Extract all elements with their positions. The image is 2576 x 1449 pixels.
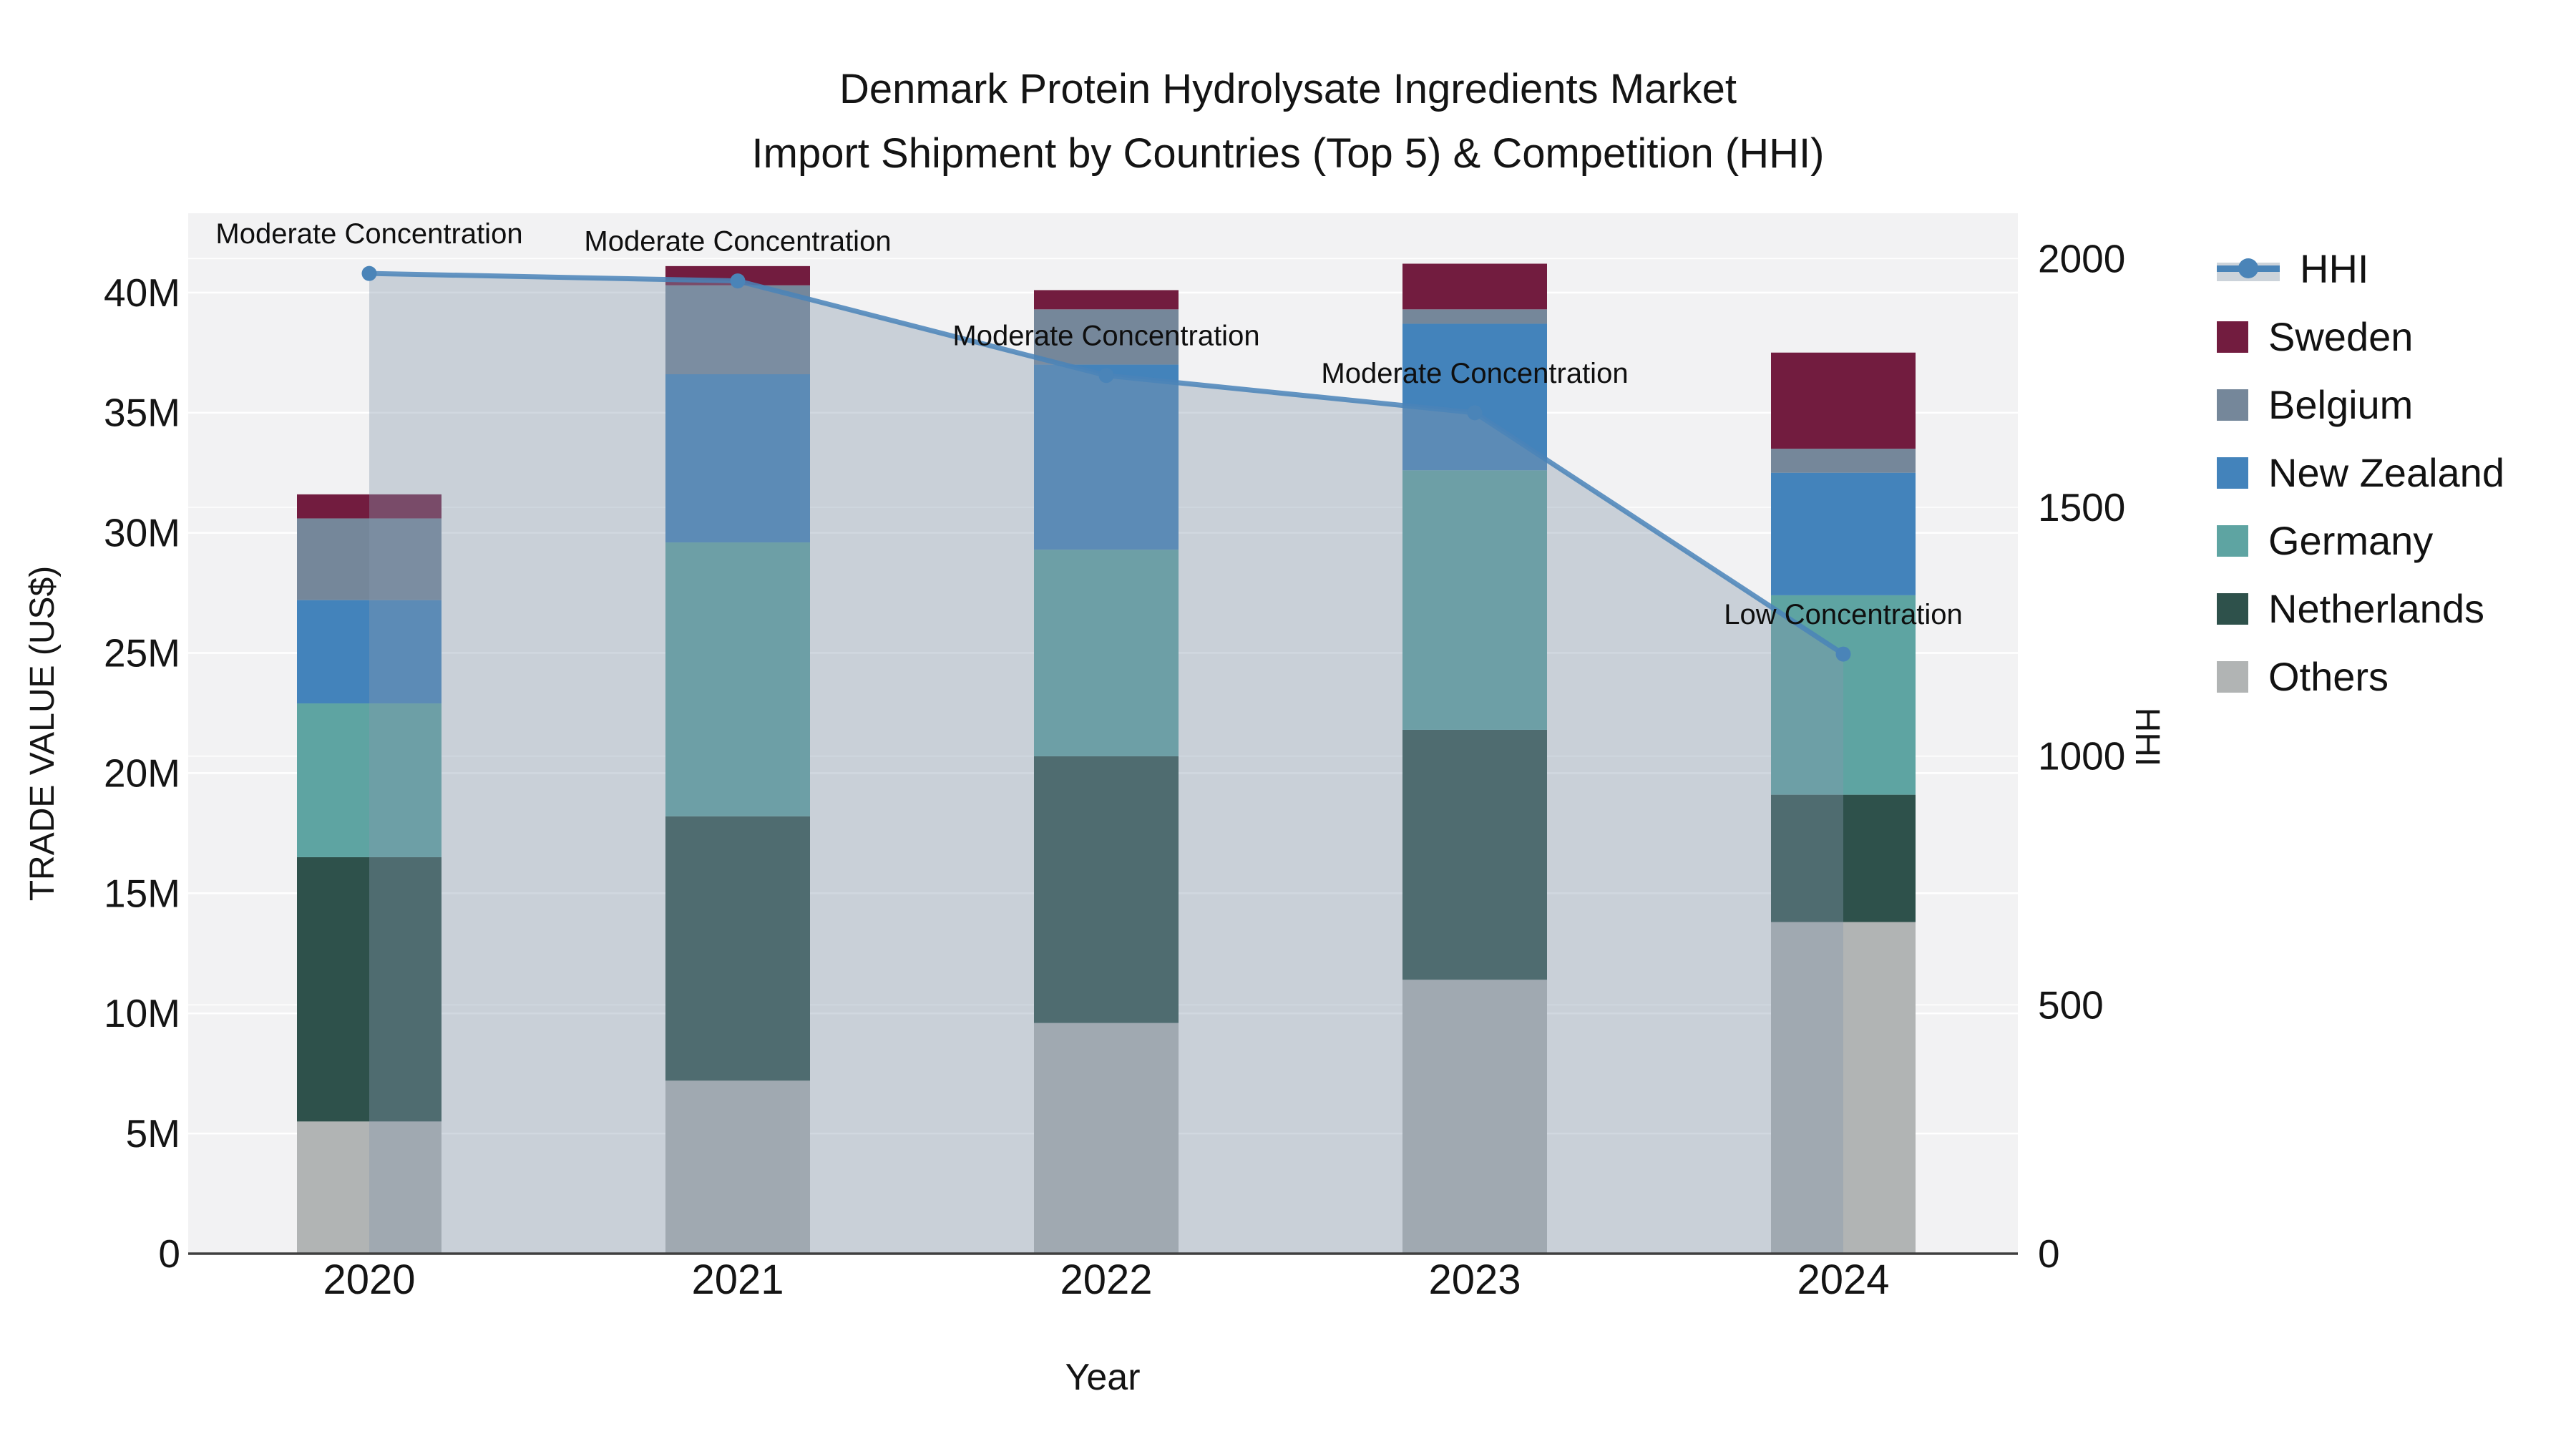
y-left-tick-25M: 25M xyxy=(104,631,180,675)
color-swatch-icon xyxy=(2217,592,2248,625)
bar-segment-2024-belgium[interactable] xyxy=(1771,449,1916,473)
x-tick-2020: 2020 xyxy=(323,1257,415,1303)
chart-title-line1: Denmark Protein Hydrolysate Ingredients … xyxy=(839,66,1737,112)
bar-segment-2020-new-zealand[interactable] xyxy=(297,600,441,704)
bar-segment-2021-netherlands[interactable] xyxy=(665,816,810,1081)
y-left-tick-30M: 30M xyxy=(104,511,180,555)
bar-segment-2020-netherlands[interactable] xyxy=(297,857,441,1122)
legend-item-hhi[interactable]: HHI xyxy=(2217,235,2504,303)
color-swatch-icon xyxy=(2217,525,2248,557)
bar-segment-2024-others[interactable] xyxy=(1771,922,1916,1254)
y-left-tick-15M: 15M xyxy=(104,871,180,915)
legend-item-others[interactable]: Others xyxy=(2217,643,2504,711)
bar-segment-2024-new-zealand[interactable] xyxy=(1771,472,1916,595)
chart-title-line2: Import Shipment by Countries (Top 5) & C… xyxy=(751,130,1825,177)
y-right-tick-1500: 1500 xyxy=(2038,485,2125,530)
legend-label: Others xyxy=(2268,654,2389,699)
annotation-2023: Moderate Concentration xyxy=(1321,358,1628,389)
legend-label: HHI xyxy=(2300,246,2369,291)
annotation-2021: Moderate Concentration xyxy=(584,226,891,258)
hhi-marker-2021[interactable] xyxy=(730,273,746,289)
y-right-tick-2000: 2000 xyxy=(2038,236,2125,280)
x-tick-2021: 2021 xyxy=(691,1257,784,1303)
x-tick-2023: 2023 xyxy=(1428,1257,1521,1303)
hhi-marker-2022[interactable] xyxy=(1098,368,1114,384)
bar-segment-2020-others[interactable] xyxy=(297,1121,441,1254)
bar-segment-2021-new-zealand[interactable] xyxy=(665,374,810,543)
bar-segment-2022-belgium[interactable] xyxy=(1034,309,1179,365)
x-axis-title: Year xyxy=(1065,1357,1141,1398)
annotation-2020: Moderate Concentration xyxy=(215,218,522,250)
y-left-tick-0: 0 xyxy=(158,1231,180,1276)
x-tick-2022: 2022 xyxy=(1060,1257,1152,1303)
bar-segment-2022-others[interactable] xyxy=(1034,1023,1179,1254)
legend-item-belgium[interactable]: Belgium xyxy=(2217,371,2504,439)
hhi-marker-2023[interactable] xyxy=(1467,405,1483,421)
bar-segment-2023-belgium[interactable] xyxy=(1402,309,1547,324)
bar-segment-2023-netherlands[interactable] xyxy=(1402,729,1547,980)
bar-segment-2023-others[interactable] xyxy=(1402,980,1547,1254)
y-left-tick-10M: 10M xyxy=(104,991,180,1035)
annotation-2022: Moderate Concentration xyxy=(952,321,1259,352)
bar-segment-2020-belgium[interactable] xyxy=(297,518,441,600)
y-left-tick-35M: 35M xyxy=(104,391,180,435)
legend-label: New Zealand xyxy=(2268,450,2504,495)
hhi-marker-dot xyxy=(2238,258,2258,278)
bar-segment-2022-germany[interactable] xyxy=(1034,550,1179,756)
legend-item-new-zealand[interactable]: New Zealand xyxy=(2217,439,2504,507)
bar-segment-2020-sweden[interactable] xyxy=(297,494,441,519)
color-swatch-icon xyxy=(2217,389,2248,421)
bar-segment-2024-germany[interactable] xyxy=(1771,595,1916,795)
hhi-marker-2020[interactable] xyxy=(361,265,377,281)
bar-segment-2022-sweden[interactable] xyxy=(1034,290,1179,310)
legend-label: Germany xyxy=(2268,518,2434,563)
y-left-tick-20M: 20M xyxy=(104,751,180,795)
legend-item-germany[interactable]: Germany xyxy=(2217,507,2504,575)
hhi-line-swatch-icon xyxy=(2217,257,2280,281)
hhi-marker-2024[interactable] xyxy=(1835,646,1851,662)
bar-segment-2023-germany[interactable] xyxy=(1402,470,1547,730)
y-left-tick-40M: 40M xyxy=(104,270,180,315)
bar-segment-2022-new-zealand[interactable] xyxy=(1034,364,1179,550)
legend-label: Sweden xyxy=(2268,314,2414,359)
y-right-tick-0: 0 xyxy=(2038,1231,2060,1276)
bar-segment-2023-sweden[interactable] xyxy=(1402,263,1547,310)
color-swatch-icon xyxy=(2217,457,2248,489)
y-right-tick-500: 500 xyxy=(2038,982,2104,1027)
annotation-2024: Low Concentration xyxy=(1724,599,1963,630)
bar-segment-2022-netherlands[interactable] xyxy=(1034,756,1179,1023)
bar-segment-2021-germany[interactable] xyxy=(665,542,810,816)
y-axis-title-left: TRADE VALUE (US$) xyxy=(24,565,62,902)
y-left-tick-5M: 5M xyxy=(126,1111,180,1156)
color-swatch-icon xyxy=(2217,660,2248,693)
bar-segment-2024-netherlands[interactable] xyxy=(1771,794,1916,922)
legend-item-netherlands[interactable]: Netherlands xyxy=(2217,575,2504,643)
bar-segment-2020-germany[interactable] xyxy=(297,703,441,857)
legend-label: Netherlands xyxy=(2268,586,2484,631)
legend: HHI Sweden Belgium New Zealand Germany Nether… xyxy=(2217,235,2504,711)
y-axis-title-right: HHI xyxy=(2128,707,2166,767)
color-swatch-icon xyxy=(2217,321,2248,353)
legend-item-sweden[interactable]: Sweden xyxy=(2217,303,2504,371)
bar-segment-2024-sweden[interactable] xyxy=(1771,352,1916,449)
y-right-tick-1000: 1000 xyxy=(2038,734,2125,779)
bar-segment-2021-belgium[interactable] xyxy=(665,285,810,374)
x-tick-2024: 2024 xyxy=(1797,1257,1889,1303)
legend-label: Belgium xyxy=(2268,382,2414,427)
chart-title: Denmark Protein Hydrolysate Ingredients … xyxy=(0,57,2576,186)
bar-segment-2021-others[interactable] xyxy=(665,1080,810,1254)
hhi-area-fill xyxy=(369,273,1843,1254)
